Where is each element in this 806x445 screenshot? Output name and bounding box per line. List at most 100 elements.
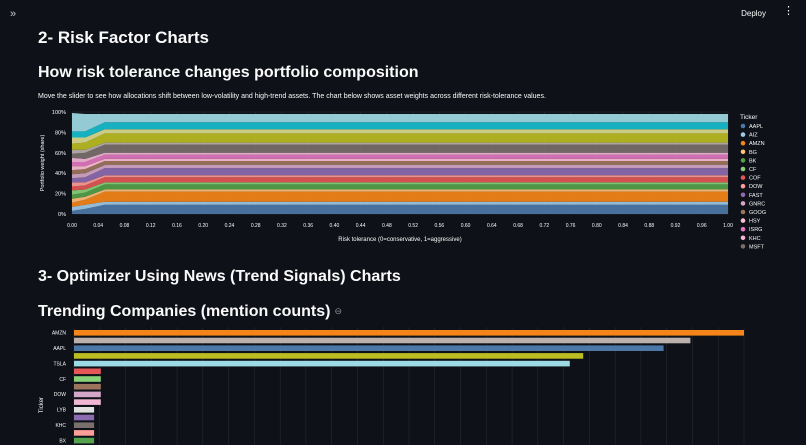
y-tick-label: BX <box>59 438 66 444</box>
main-menu-icon[interactable]: ⋮ <box>783 5 794 17</box>
x-tick-label: 0.88 <box>644 223 654 229</box>
area-series <box>72 152 728 162</box>
area-series <box>72 154 728 167</box>
bar <box>74 391 101 398</box>
area-series <box>72 189 728 203</box>
section-heading-optimizer: 3- Optimizer Using News (Trend Signals) … <box>38 268 401 285</box>
legend-swatch <box>740 209 746 215</box>
y-tick-label: DOW <box>54 392 67 398</box>
y-tick-label: AAPL <box>53 346 66 352</box>
expand-sidebar-icon[interactable]: » <box>10 8 17 20</box>
area-series <box>72 142 728 154</box>
y-tick-label: LYB <box>57 408 67 414</box>
legend-swatch <box>740 132 746 137</box>
x-tick-label: 0.24 <box>225 223 235 229</box>
legend-swatch <box>740 166 746 172</box>
y-tick-label: 80% <box>55 130 66 136</box>
x-tick-label: 0.08 <box>120 223 130 229</box>
legend-title: Ticker <box>740 114 758 121</box>
x-tick-label: 0.44 <box>356 223 366 229</box>
legend-item: GNRC <box>749 201 765 207</box>
y-tick-label: TSLA <box>53 361 66 367</box>
legend-item: BG <box>749 150 757 156</box>
x-tick-label: 0.76 <box>566 223 576 229</box>
x-axis-label: Risk tolerance (0=conservative, 1=aggres… <box>338 237 461 243</box>
bar <box>74 430 95 436</box>
area-series <box>72 204 728 214</box>
legend-item: FAST <box>749 193 763 199</box>
x-tick-label: 0.52 <box>408 223 418 229</box>
bar <box>74 360 570 367</box>
legend-swatch <box>740 244 746 249</box>
y-tick-label: 0% <box>58 212 66 218</box>
legend-item: AMZN <box>749 141 765 147</box>
x-tick-label: 0.60 <box>461 223 471 229</box>
bar <box>74 399 101 405</box>
x-tick-label: 0.56 <box>434 223 444 229</box>
top-toolbar: » Deploy ⋮ <box>0 0 806 28</box>
x-tick-label: 0.16 <box>172 223 182 229</box>
area-series <box>72 161 728 175</box>
area-chart: 0% 20% 40% 60% 80% 100% 0.00 0.04 0.08 0.12 0.16 0.… <box>40 110 766 250</box>
legend-item: DOW <box>749 184 763 190</box>
deploy-button[interactable]: Deploy <box>741 9 766 18</box>
legend-swatch <box>740 201 746 206</box>
legend-item: AIZ <box>749 133 758 139</box>
legend-swatch <box>740 158 746 163</box>
bar <box>74 330 744 336</box>
legend-item: BK <box>749 158 757 164</box>
area-series <box>72 168 728 183</box>
area-series <box>72 144 728 159</box>
x-tick-label: 1.00 <box>723 223 733 229</box>
bar <box>74 376 101 382</box>
x-tick-label: 0.68 <box>513 223 523 229</box>
y-axis-label: Ticker <box>39 397 45 413</box>
x-tick-label: 0.32 <box>277 223 287 229</box>
legend-swatch <box>740 235 746 241</box>
legend-swatch <box>740 183 746 189</box>
legend-swatch <box>740 226 746 232</box>
x-tick-label: 0.20 <box>198 223 208 229</box>
x-tick-label: 0.04 <box>93 223 103 229</box>
y-tick-label: 20% <box>55 192 66 198</box>
legend-item: GOOG <box>749 210 766 216</box>
x-tick-label: 0.64 <box>487 223 497 229</box>
bar <box>74 437 95 444</box>
x-tick-label: 0.36 <box>303 223 313 229</box>
bar <box>74 353 584 359</box>
area-series <box>72 122 728 138</box>
legend-item: KHC <box>749 236 761 242</box>
legend-swatch <box>740 123 746 129</box>
area-series <box>72 129 728 144</box>
legend-item: MSFT <box>749 244 765 250</box>
chart-description: Move the slider to see how allocations s… <box>38 93 546 100</box>
legend-item: COF <box>749 176 761 182</box>
legend-item: CF <box>749 167 757 173</box>
legend-swatch <box>740 149 746 155</box>
x-tick-label: 0.72 <box>539 223 549 229</box>
legend-item: ISRG <box>749 227 762 233</box>
trending-title-text: Trending Companies (mention counts) <box>38 303 331 320</box>
y-tick-label: 60% <box>55 151 66 157</box>
area-series <box>72 177 728 191</box>
x-tick-label: 0.84 <box>618 223 628 229</box>
x-tick-label: 0.00 <box>67 223 77 229</box>
legend-swatch <box>740 175 746 180</box>
y-tick-label: KHC <box>55 423 66 429</box>
area-series <box>72 175 728 187</box>
bar-chart: AMZN AAPL TSLA CF DOW LYB KHC BX Ticker <box>39 327 745 445</box>
area-series <box>72 133 728 150</box>
y-tick-label: CF <box>59 377 66 383</box>
x-tick-label: 0.80 <box>592 223 602 229</box>
x-tick-label: 0.28 <box>251 223 261 229</box>
bar <box>74 337 691 344</box>
subheading-trending-companies: Trending Companies (mention counts) ⊖ <box>38 303 342 321</box>
y-tick-label: 100% <box>52 110 66 116</box>
bar <box>74 345 664 351</box>
y-axis-label: Portfolio weight (share) <box>40 135 46 192</box>
area-series <box>72 113 728 132</box>
y-tick-label: 40% <box>55 171 66 177</box>
x-tick-label: 0.12 <box>146 223 156 229</box>
anchor-link-icon[interactable]: ⊖ <box>334 306 342 317</box>
x-tick-label: 0.48 <box>382 223 392 229</box>
